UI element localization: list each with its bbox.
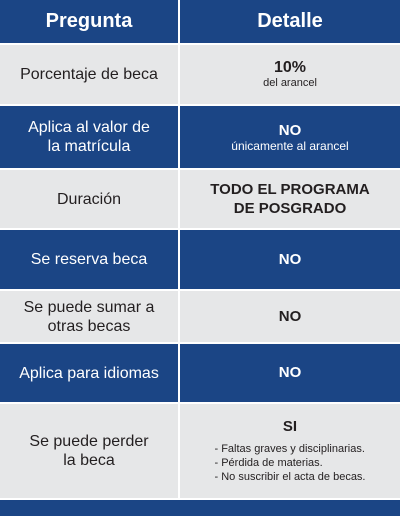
list-item: - No suscribir el acta de becas. <box>214 471 366 483</box>
answer-value: NO <box>278 121 302 139</box>
question-cell: Se reserva beca <box>0 230 180 289</box>
header-question: Pregunta <box>0 0 180 43</box>
footer-bar <box>0 500 400 516</box>
table-row-languages: Aplica para idiomas NO <box>0 344 400 404</box>
answer-value: NO <box>278 250 302 268</box>
answer-cell: NO <box>180 291 400 342</box>
answer-value: TODO EL PROGRAMA DE POSGRADO <box>210 181 370 217</box>
table-row-lose: Se puede perder la beca SI - Faltas grav… <box>0 404 400 500</box>
answer-cell: TODO EL PROGRAMA DE POSGRADO <box>180 170 400 228</box>
answer-value: 10% <box>273 59 307 76</box>
answer-cell: SI - Faltas graves y disciplinarias. - P… <box>180 404 400 498</box>
table-header: Pregunta Detalle <box>0 0 400 45</box>
answer-value: NO <box>278 307 302 325</box>
table-row-combine: Se puede sumar a otras becas NO <box>0 291 400 344</box>
question-cell: Se puede perder la beca <box>0 404 180 498</box>
answer-cell: 10% del arancel <box>180 45 400 104</box>
answer-cell: NO <box>180 230 400 289</box>
header-detail: Detalle <box>257 10 323 32</box>
answer-cell: NO <box>180 344 400 402</box>
list-item: - Pérdida de materias. <box>214 457 323 469</box>
table-row-percentage: Porcentaje de beca 10% del arancel <box>0 45 400 106</box>
question-cell: Aplica al valor de la matrícula <box>0 106 180 168</box>
table-row-reserve: Se reserva beca NO <box>0 230 400 291</box>
question-cell: Duración <box>0 170 180 228</box>
question-cell: Se puede sumar a otras becas <box>0 291 180 342</box>
reasons-list: - Faltas graves y disciplinarias. - Pérd… <box>214 442 365 484</box>
answer-cell: NO únicamente al arancel <box>180 106 400 168</box>
table-row-enrollment: Aplica al valor de la matrícula NO única… <box>0 106 400 170</box>
answer-note: únicamente al arancel <box>231 138 349 153</box>
question-cell: Aplica para idiomas <box>0 344 180 402</box>
question-cell: Porcentaje de beca <box>0 45 180 104</box>
answer-value: NO <box>278 364 302 381</box>
answer-note: del arancel <box>263 77 317 89</box>
list-item: - Faltas graves y disciplinarias. <box>214 443 365 455</box>
table-row-duration: Duración TODO EL PROGRAMA DE POSGRADO <box>0 170 400 230</box>
answer-value: SI <box>282 418 298 435</box>
